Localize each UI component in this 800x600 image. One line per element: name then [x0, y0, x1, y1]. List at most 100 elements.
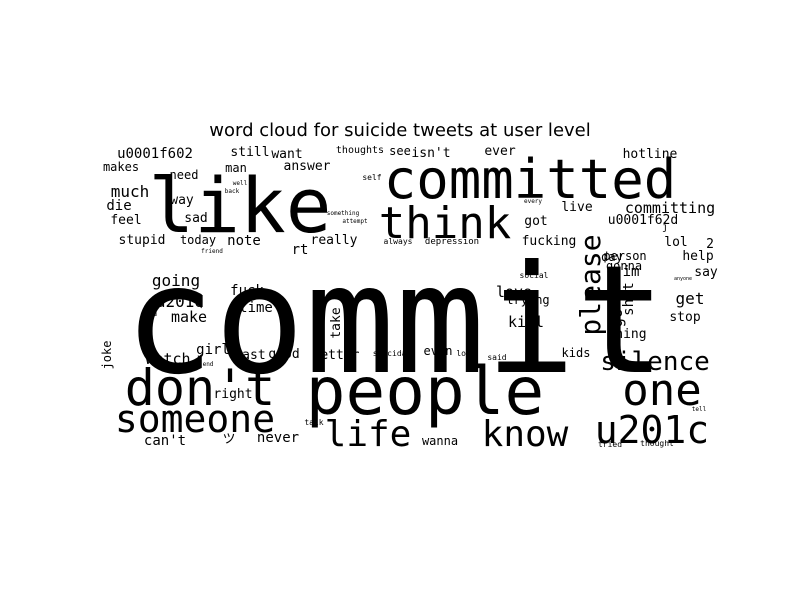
- cloud-word: well: [233, 180, 248, 187]
- cloud-word: good: [268, 347, 299, 362]
- cloud-word: self: [362, 173, 381, 182]
- cloud-word: people: [306, 353, 544, 430]
- cloud-word: end: [203, 361, 214, 368]
- cloud-word: better: [313, 348, 360, 363]
- cloud-word: stupid: [119, 233, 166, 248]
- cloud-word: even: [424, 344, 453, 358]
- cloud-word: anyone: [674, 276, 692, 282]
- cloud-word: day: [601, 250, 623, 264]
- cloud-word: girl: [196, 342, 230, 358]
- cloud-word: way: [170, 193, 194, 208]
- cloud-word: u0001f62d: [608, 213, 678, 228]
- cloud-word: live: [561, 200, 592, 215]
- cloud-word: take: [329, 307, 344, 338]
- cloud-word: lost: [456, 349, 475, 358]
- cloud-word: said: [487, 353, 506, 362]
- cloud-word: person: [603, 249, 646, 263]
- cloud-word: like: [148, 161, 331, 250]
- cloud-word: don't: [125, 359, 276, 417]
- cloud-word: know: [482, 414, 569, 455]
- cloud-word: attempt: [342, 218, 368, 225]
- cloud-word: hotline: [623, 147, 678, 162]
- cloud-word: isn't: [411, 146, 450, 161]
- cloud-word: read: [607, 293, 622, 300]
- cloud-word: think: [379, 198, 511, 249]
- cloud-word: one: [622, 365, 701, 416]
- cloud-word: thoughts: [336, 145, 384, 156]
- cloud-word: go: [607, 308, 626, 327]
- cloud-word: life: [325, 414, 412, 455]
- cloud-word: im: [623, 264, 640, 280]
- cloud-word: many: [464, 317, 479, 348]
- cloud-word: fucking: [522, 234, 577, 249]
- cloud-word: tried: [598, 440, 622, 449]
- cloud-word: someone: [115, 397, 275, 441]
- cloud-word: lol: [664, 235, 687, 250]
- cloud-word: makes: [103, 160, 139, 174]
- cloud-word: commit: [124, 234, 666, 408]
- cloud-word: thing: [607, 327, 646, 342]
- cloud-word: shit: [621, 282, 637, 316]
- cloud-word: still: [230, 145, 269, 160]
- cloud-word: help: [682, 249, 713, 264]
- cloud-word: committed: [384, 148, 677, 211]
- cloud-word: got: [524, 214, 547, 229]
- cloud-word: back: [225, 188, 240, 195]
- cloud-word: get: [676, 289, 705, 308]
- cloud-word: talk: [304, 418, 323, 427]
- cloud-word: god: [143, 309, 158, 318]
- cloud-word: right: [213, 387, 252, 402]
- cloud-word: joke: [100, 341, 114, 370]
- cloud-word: 2: [706, 237, 714, 252]
- chart-title: word cloud for suicide tweets at user le…: [209, 120, 591, 141]
- cloud-word: kill: [508, 313, 544, 331]
- cloud-word: time: [239, 300, 273, 316]
- cloud-word: never: [257, 430, 299, 446]
- cloud-word: wanna: [422, 434, 458, 448]
- cloud-word: thought: [640, 439, 674, 448]
- cloud-word: sad: [184, 211, 207, 226]
- cloud-word: please: [574, 234, 607, 335]
- cloud-word: friend: [201, 248, 223, 255]
- cloud-word: today: [180, 233, 216, 247]
- cloud-word: kids: [562, 346, 591, 360]
- cloud-word: u0001f602: [117, 146, 193, 162]
- cloud-word: make: [171, 308, 207, 326]
- cloud-word: committing: [625, 199, 715, 217]
- cloud-word: tell: [692, 406, 707, 413]
- cloud-word: trying: [506, 293, 549, 307]
- cloud-word: gonna: [606, 259, 642, 273]
- cloud-word: something: [327, 210, 360, 217]
- cloud-word: ever: [484, 144, 515, 159]
- cloud-word: going: [152, 271, 200, 290]
- cloud-word: note: [227, 233, 261, 249]
- cloud-word: ツ: [222, 432, 235, 447]
- cloud-word: always: [384, 237, 413, 246]
- cloud-word: last: [234, 348, 265, 363]
- cloud-word: rt: [292, 242, 309, 258]
- cloud-word: really: [311, 233, 358, 248]
- cloud-word: u201d: [156, 292, 204, 311]
- cloud-word: u201c: [595, 408, 709, 452]
- cloud-word: social: [520, 271, 549, 280]
- cloud-word: can't: [144, 433, 186, 449]
- cloud-word: depression: [425, 237, 479, 247]
- cloud-word: silence: [600, 347, 710, 377]
- cloud-word: fuck: [230, 283, 264, 299]
- cloud-word: man: [225, 161, 247, 175]
- cloud-word: love: [496, 283, 532, 301]
- cloud-word: watch: [145, 350, 190, 368]
- cloud-word: j: [662, 222, 668, 233]
- cloud-word: every: [524, 198, 542, 205]
- cloud-word: girls: [532, 365, 550, 372]
- cloud-word: see: [389, 144, 411, 158]
- cloud-word: need: [170, 168, 199, 182]
- cloud-word: want: [271, 147, 302, 162]
- cloud-word: much: [111, 182, 150, 201]
- cloud-word: answer: [284, 159, 331, 174]
- cloud-word: say: [694, 265, 718, 280]
- cloud-word: feel: [110, 213, 141, 228]
- cloud-word: die: [106, 198, 131, 214]
